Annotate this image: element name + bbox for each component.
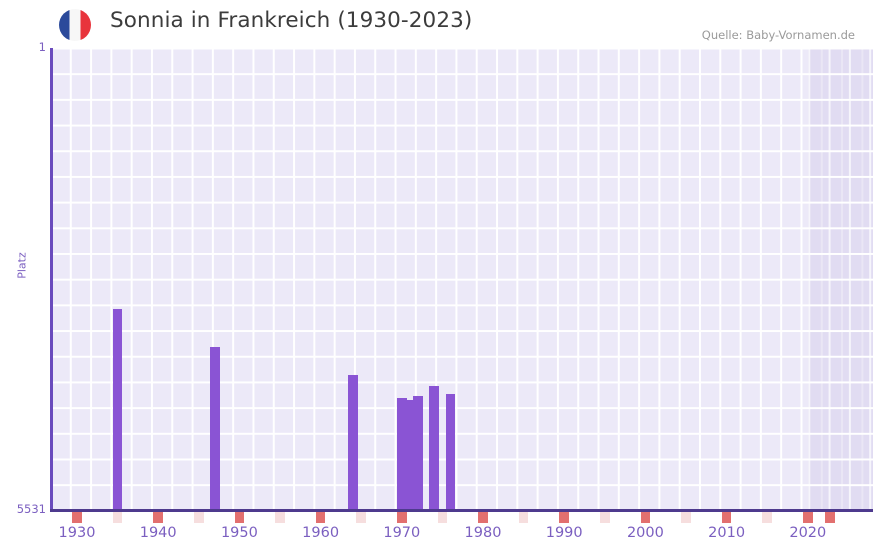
x-tick-major (396, 512, 407, 523)
x-tick-major (315, 512, 326, 523)
bar[interactable] (112, 308, 123, 510)
x-tick-major (802, 512, 813, 523)
y-axis-labels: 1 5531 Platz (0, 0, 47, 552)
bar[interactable] (396, 397, 407, 510)
y-axis-title: Platz (15, 252, 29, 279)
x-tick-minor (193, 512, 204, 523)
source-attribution: Quelle: Baby-Vornamen.de (701, 28, 855, 42)
y-axis-bottom-label: 5531 (16, 502, 46, 516)
bar[interactable] (429, 386, 440, 510)
x-tick-minor (681, 512, 691, 523)
x-tick-major (721, 512, 732, 523)
x-axis-tick-label: 1930 (58, 525, 96, 541)
x-axis-tick-label: 2000 (626, 525, 664, 541)
x-axis-tick-label: 1980 (464, 525, 502, 541)
x-axis-tick-label: 1950 (220, 525, 258, 541)
x-tick-minor (599, 512, 610, 523)
x-tick-major (72, 512, 82, 523)
x-axis-tick-label: 2020 (789, 525, 827, 541)
x-tick-minor (356, 512, 367, 523)
x-axis-tick-label: 2010 (708, 525, 746, 541)
y-axis-top-label: 1 (38, 40, 46, 54)
x-tick-minor (437, 512, 448, 523)
x-tick-minor (762, 512, 773, 523)
bar[interactable] (210, 347, 220, 510)
bar[interactable] (445, 393, 456, 510)
chart-header: Sonnia in Frankreich (1930-2023) Quelle:… (0, 0, 873, 46)
flag-france-circle-icon (59, 9, 91, 41)
x-tick-minor (518, 512, 529, 523)
x-tick-minor (112, 512, 123, 523)
x-tick-major (153, 512, 164, 523)
x-tick-major (640, 512, 651, 523)
bar[interactable] (348, 374, 358, 510)
x-tick-major (478, 512, 488, 523)
plot-grid (50, 48, 873, 510)
x-tick-major (234, 512, 245, 523)
x-axis-tick-label: 1970 (383, 525, 421, 541)
x-tick-major (559, 512, 570, 523)
y-axis-line (50, 48, 53, 510)
x-tick-minor (275, 512, 285, 523)
bar[interactable] (405, 400, 415, 510)
x-axis-tick-label: 1990 (545, 525, 583, 541)
x-axis-line (50, 509, 873, 512)
forecast-shaded-band (808, 48, 873, 510)
bar[interactable] (413, 395, 423, 510)
x-axis-tick-label: 1940 (139, 525, 177, 541)
page-title: Sonnia in Frankreich (1930-2023) (110, 8, 473, 33)
x-tick-major (824, 512, 835, 523)
plot-area (50, 48, 873, 510)
x-axis-tick-label: 1960 (302, 525, 340, 541)
